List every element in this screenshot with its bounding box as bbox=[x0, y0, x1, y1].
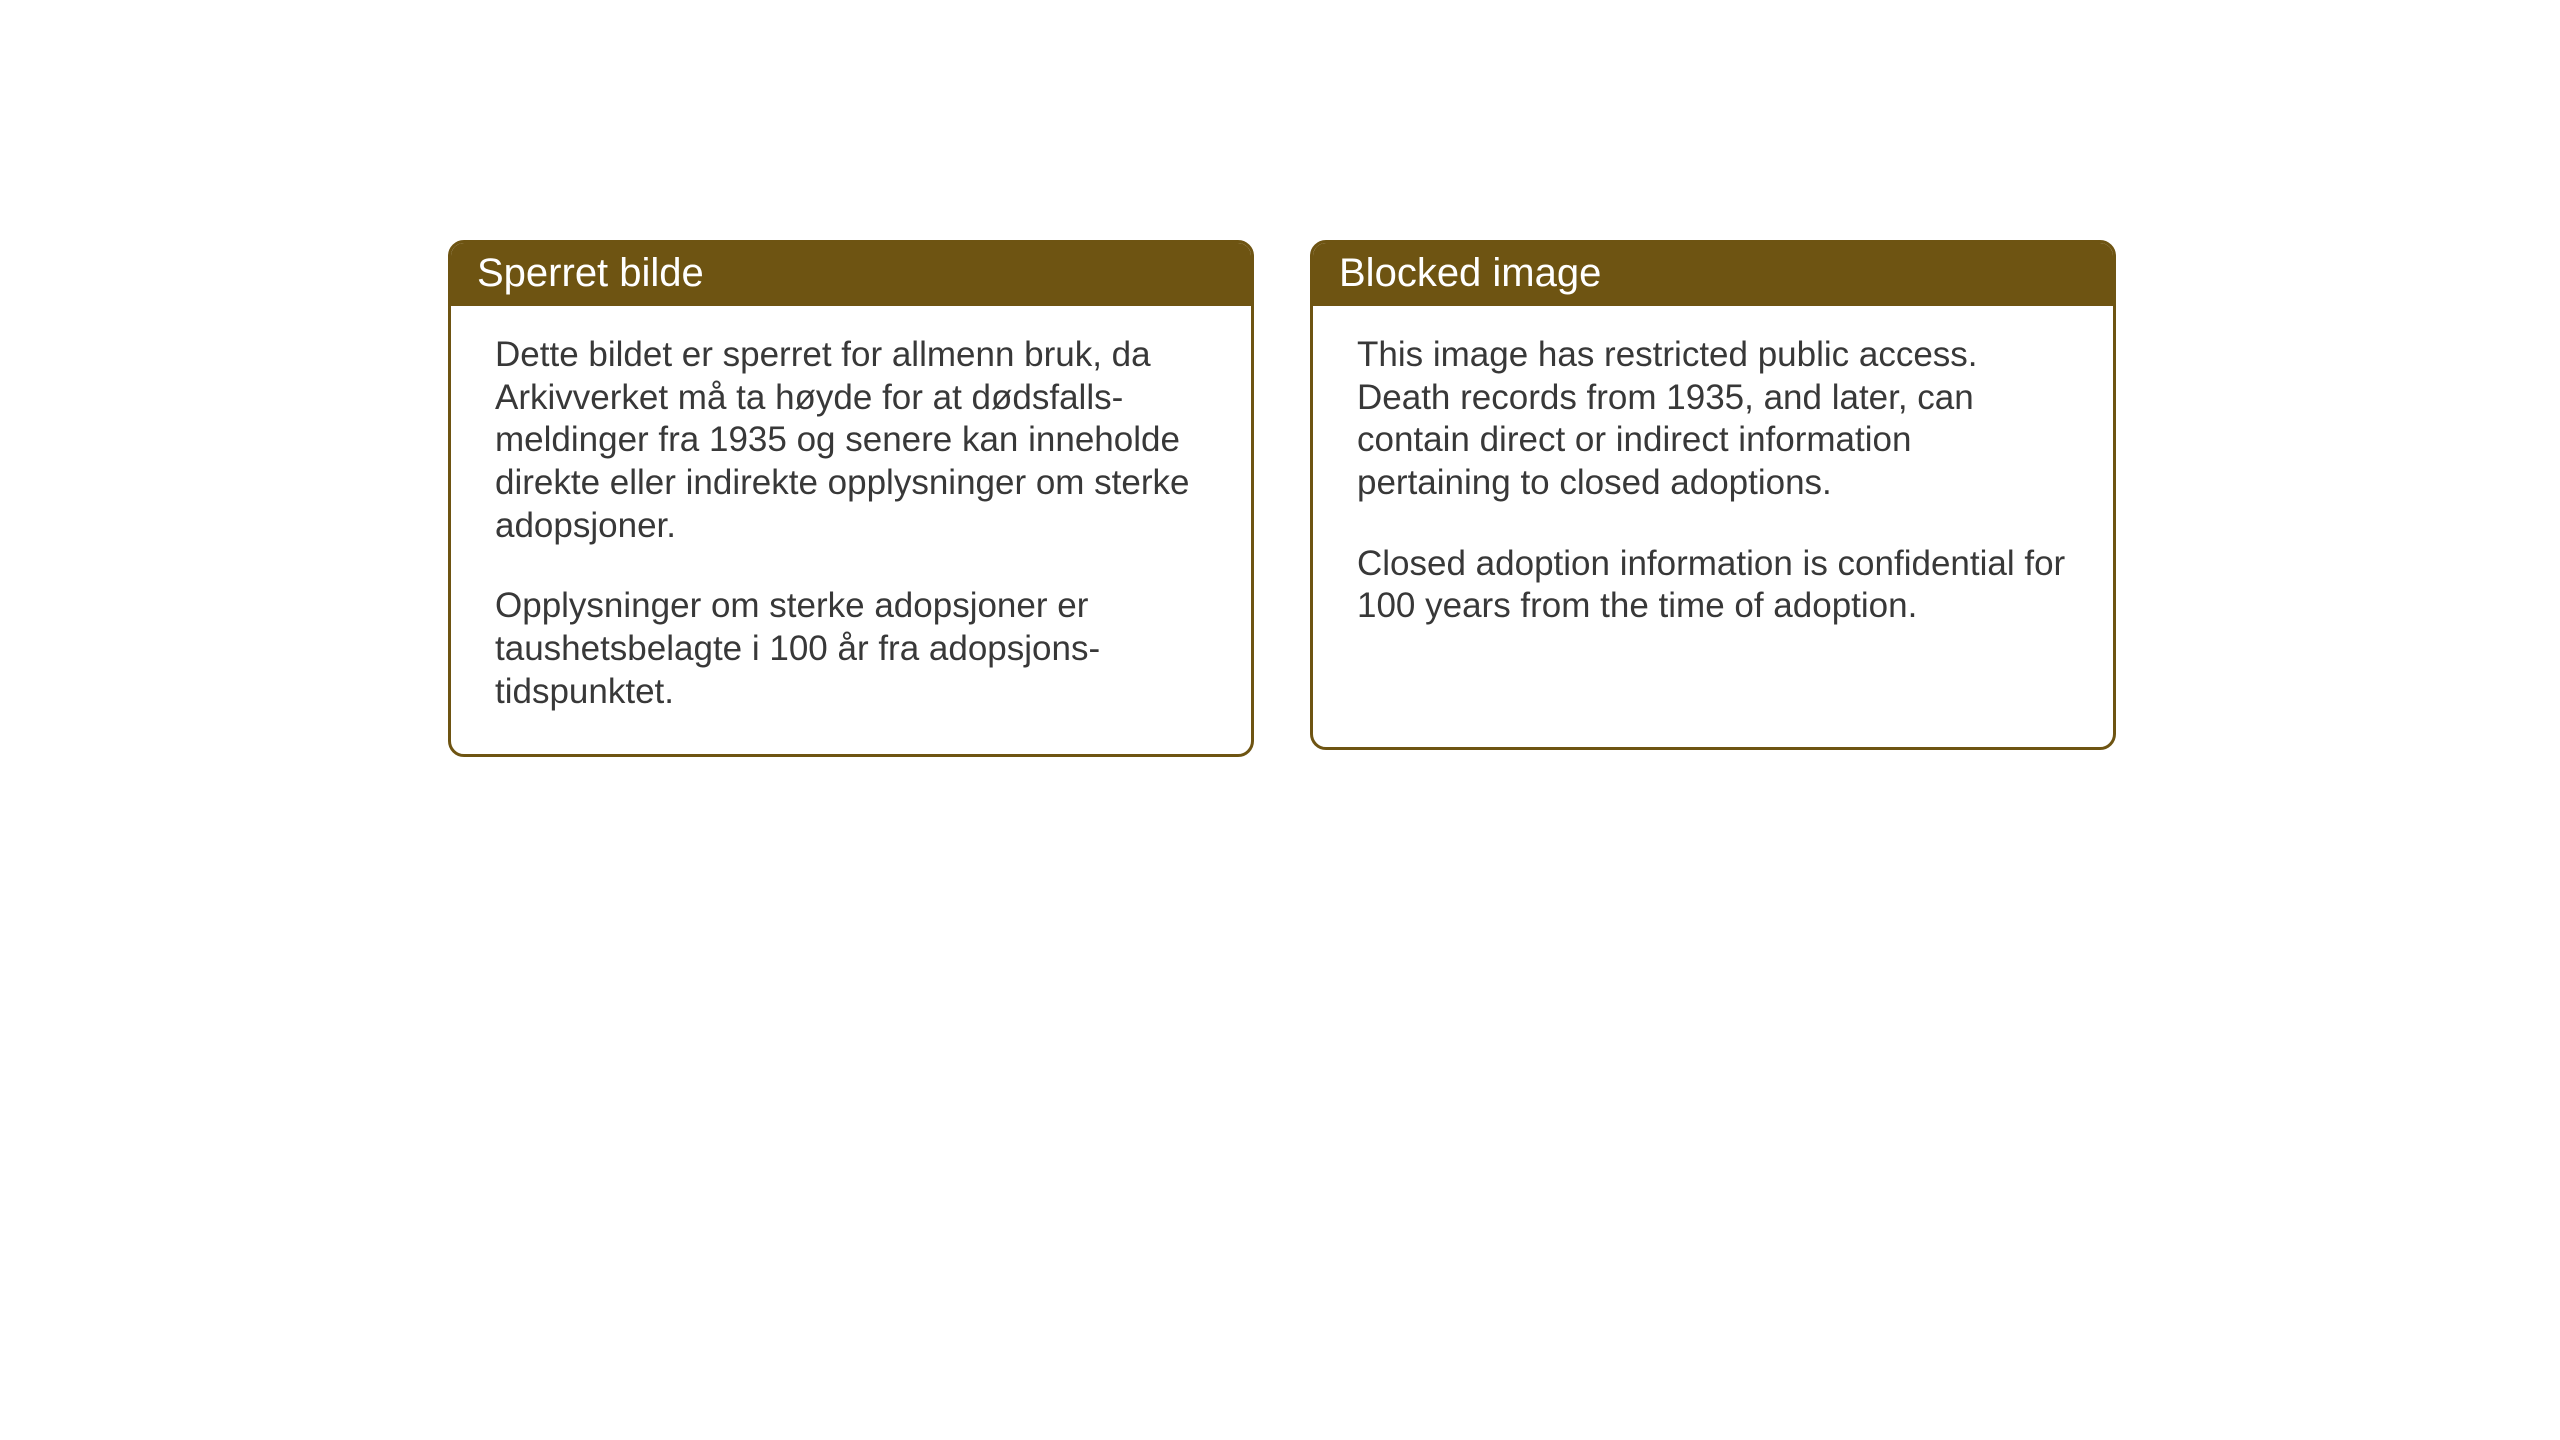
card-paragraph-norwegian-1: Dette bildet er sperret for allmenn bruk… bbox=[495, 334, 1207, 547]
notice-card-norwegian: Sperret bilde Dette bildet er sperret fo… bbox=[448, 240, 1254, 757]
card-paragraph-english-1: This image has restricted public access.… bbox=[1357, 334, 2069, 505]
card-paragraph-english-2: Closed adoption information is confident… bbox=[1357, 543, 2069, 628]
notice-card-english: Blocked image This image has restricted … bbox=[1310, 240, 2116, 750]
card-title-norwegian: Sperret bilde bbox=[477, 251, 704, 295]
card-header-norwegian: Sperret bilde bbox=[451, 243, 1251, 306]
card-body-english: This image has restricted public access.… bbox=[1313, 306, 2113, 668]
card-title-english: Blocked image bbox=[1339, 251, 1601, 295]
card-paragraph-norwegian-2: Opplysninger om sterke adopsjoner er tau… bbox=[495, 585, 1207, 713]
notice-container: Sperret bilde Dette bildet er sperret fo… bbox=[448, 240, 2116, 757]
card-header-english: Blocked image bbox=[1313, 243, 2113, 306]
card-body-norwegian: Dette bildet er sperret for allmenn bruk… bbox=[451, 306, 1251, 754]
